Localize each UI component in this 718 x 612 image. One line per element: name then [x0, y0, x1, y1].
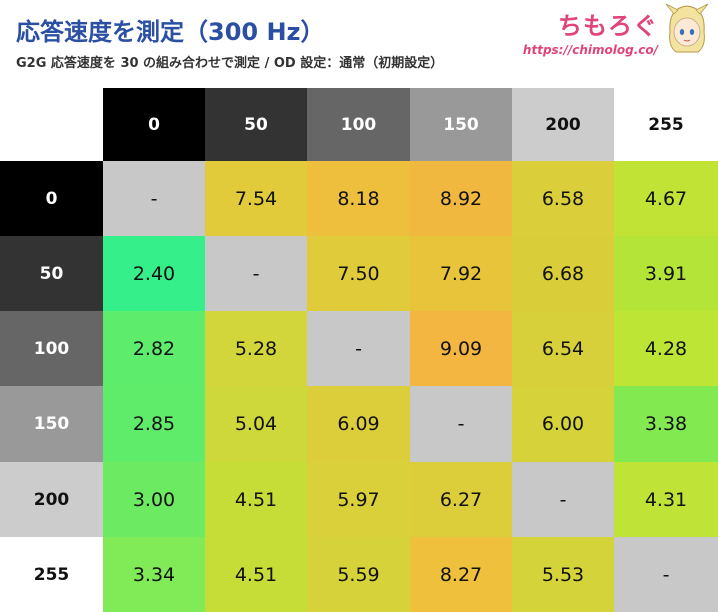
corner-cell: [0, 88, 103, 161]
row-header: 100: [0, 311, 103, 386]
heatmap-cell: 5.97: [307, 462, 410, 537]
heatmap-cell: 6.58: [512, 161, 614, 236]
heatmap-cell: 2.85: [103, 386, 205, 462]
heatmap-cell: 2.82: [103, 311, 205, 386]
heatmap-cell: 7.54: [205, 161, 307, 236]
row-header: 50: [0, 236, 103, 311]
brand-url[interactable]: https://chimolog.co/: [522, 43, 658, 57]
heatmap-cell: 4.51: [205, 537, 307, 612]
heatmap-cell: -: [307, 311, 410, 386]
heatmap-cell: 6.00: [512, 386, 614, 462]
row-header: 150: [0, 386, 103, 462]
heatmap-cell: 8.92: [410, 161, 512, 236]
heatmap-cell: -: [512, 462, 614, 537]
heatmap-cell: 5.59: [307, 537, 410, 612]
heatmap-cell: 8.27: [410, 537, 512, 612]
column-header: 100: [307, 88, 410, 161]
heatmap-cell: -: [614, 537, 718, 612]
heatmap-cell: -: [103, 161, 205, 236]
heatmap-cell: 6.54: [512, 311, 614, 386]
heatmap-cell: 8.18: [307, 161, 410, 236]
column-header: 200: [512, 88, 614, 161]
heatmap-cell: -: [205, 236, 307, 311]
brand[interactable]: ちもろぐ https://chimolog.co/: [523, 6, 658, 57]
heatmap-cell: 3.91: [614, 236, 718, 311]
row-header: 0: [0, 161, 103, 236]
column-header: 50: [205, 88, 307, 161]
column-header: 0: [103, 88, 205, 161]
heatmap-cell: 4.67: [614, 161, 718, 236]
heatmap-cell: 6.27: [410, 462, 512, 537]
chart-title: 応答速度を測定（300 Hz）: [16, 18, 325, 46]
chart-subtitle: G2G 応答速度を 30 の組み合わせで測定 / OD 設定：通常（初期設定）: [16, 56, 444, 71]
heatmap-cell: 3.38: [614, 386, 718, 462]
heatmap-cell: -: [410, 386, 512, 462]
heatmap-cell: 2.40: [103, 236, 205, 311]
heatmap-cell: 4.51: [205, 462, 307, 537]
heatmap-cell: 5.53: [512, 537, 614, 612]
row-header: 200: [0, 462, 103, 537]
mascot-icon: [665, 3, 709, 53]
column-header: 255: [614, 88, 718, 161]
heatmap-cell: 4.28: [614, 311, 718, 386]
heatmap-cell: 7.92: [410, 236, 512, 311]
heatmap-cell: 6.09: [307, 386, 410, 462]
heatmap-cell: 3.34: [103, 537, 205, 612]
heatmap-cell: 6.68: [512, 236, 614, 311]
heatmap-cell: 5.28: [205, 311, 307, 386]
heatmap-cell: 7.50: [307, 236, 410, 311]
heatmap-cell: 3.00: [103, 462, 205, 537]
heatmap-cell: 5.04: [205, 386, 307, 462]
heatmap-table: 0 50 100 150 200 255 0-7.54 8.18 8.92 6.58 4.67 50 2…: [0, 88, 718, 612]
heatmap-cell: 9.09: [410, 311, 512, 386]
row-header: 255: [0, 537, 103, 612]
heatmap-cell: 4.31: [614, 462, 718, 537]
header: 応答速度を測定（300 Hz） G2G 応答速度を 30 の組み合わせで測定 /…: [0, 0, 718, 88]
brand-logo: ちもろぐ: [558, 12, 658, 40]
column-header: 150: [410, 88, 512, 161]
